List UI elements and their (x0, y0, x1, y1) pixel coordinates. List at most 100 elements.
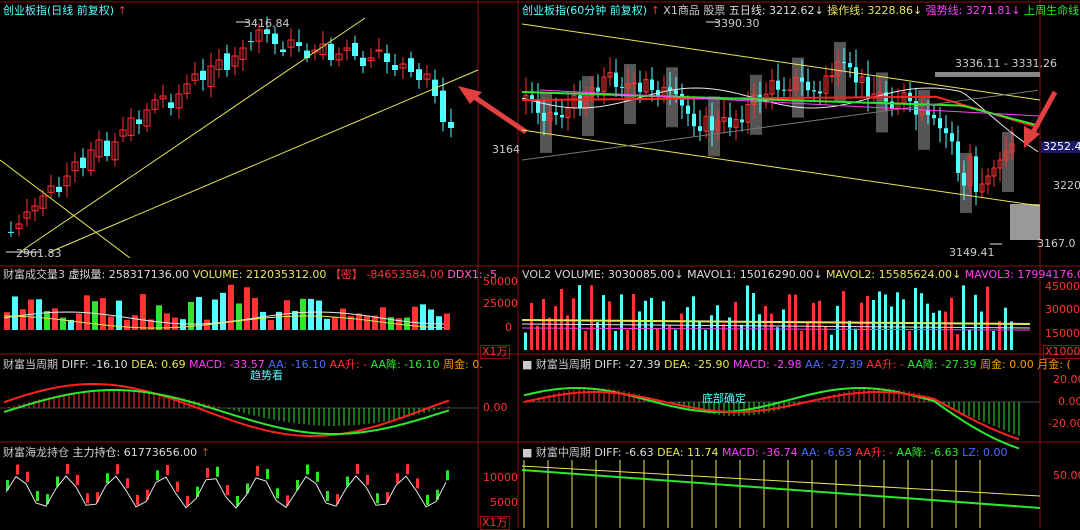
mid-name[interactable]: 财富中周期 (535, 446, 591, 459)
hl-bar (256, 465, 259, 476)
volume-bar (300, 298, 306, 330)
hl-bar (386, 492, 389, 503)
candle-down (692, 113, 696, 127)
candle-down (136, 119, 142, 124)
volume-bar (890, 306, 893, 350)
hl-bar (26, 471, 29, 482)
volume-bar (974, 294, 977, 350)
volume-bar (698, 320, 701, 350)
lvol-axis-50000: 50000 (483, 275, 518, 288)
vol-ddx: DDX1: -5 (447, 268, 498, 281)
hl-bar (236, 495, 239, 506)
volume-bar (316, 300, 322, 330)
candle-up (319, 43, 327, 56)
volume-bar (348, 316, 354, 330)
shadow-bar (1010, 204, 1040, 240)
hl-bar (436, 489, 439, 500)
candle-up (715, 120, 721, 131)
dea-line (523, 391, 1020, 441)
volume-bar (60, 317, 66, 330)
volume-bar (420, 304, 426, 330)
candle-down (304, 50, 310, 58)
candle-up (607, 72, 613, 78)
down-arrow-icon: ↓ (912, 4, 923, 17)
trendline (49, 69, 479, 253)
candle-down (272, 33, 278, 44)
volume-bar (998, 320, 1001, 350)
hl-bar (346, 476, 349, 487)
volume-bar (536, 325, 539, 350)
macd-value: MACD: -33.57 (189, 358, 265, 371)
candle-down (620, 86, 624, 88)
menu-square-icon[interactable]: ■ (522, 446, 533, 459)
left-chart-title[interactable]: 创业板指(日线 前复权) (3, 4, 115, 17)
candle-down (280, 49, 286, 52)
hl-indicator-name[interactable]: 财富海龙持仓 (3, 446, 69, 459)
candle-up (967, 155, 973, 187)
rmacd-name[interactable]: 财富当周期 (535, 358, 591, 371)
mid-dea-line (521, 465, 1041, 497)
volume-bar (444, 313, 450, 330)
volume-bar (196, 297, 202, 330)
candle-down (944, 128, 948, 134)
candle-up (793, 77, 799, 91)
candle-down (542, 112, 546, 121)
lhl-axis-5000: 5000 (490, 496, 518, 509)
volume-bar (140, 294, 146, 330)
volume-bar (818, 300, 821, 350)
mid-lz: LZ: 0.00 (962, 446, 1008, 459)
candle-down (812, 90, 816, 92)
candle-up (823, 75, 829, 94)
candle-down (554, 112, 558, 116)
volume-bar (830, 334, 833, 350)
right-chart-title[interactable]: 创业板指(60分钟 前复权) (522, 4, 648, 17)
volume-bar (1004, 307, 1007, 350)
volume-bar (650, 297, 653, 350)
candle-down (168, 102, 174, 108)
volume-bar (412, 306, 418, 330)
mid-aa-down: AA降: -6.63 (896, 446, 959, 459)
rmacd-note: 底部确定 (702, 392, 746, 405)
candle-up (71, 161, 79, 172)
volume-bar (372, 315, 378, 330)
macd-aa-down: AA降: -16.10 (370, 358, 440, 371)
ma-strong-label: 强势线: 3271.81 (925, 4, 1012, 17)
hl-bar (426, 494, 429, 505)
vol-indicator-name[interactable]: 财富成交量3 (3, 268, 65, 281)
volume-bar (156, 305, 162, 330)
up-arrow-icon: ↑ (650, 4, 660, 17)
hl-bar (86, 493, 89, 504)
hl-bar (36, 491, 39, 502)
hl-bar (446, 470, 449, 481)
candle-up (423, 73, 431, 80)
left-title-row: 创业板指(日线 前复权) ↑ (3, 4, 127, 17)
candle-down (56, 186, 62, 192)
volume-bar (776, 327, 779, 350)
candle-up (111, 141, 119, 161)
up-arrow-icon: ↑ (117, 4, 127, 17)
diff-line (3, 383, 450, 437)
macd-aa: AA: -16.10 (268, 358, 327, 371)
hl-bar (126, 478, 129, 489)
annotation-arrow (468, 91, 528, 135)
volume-bar (116, 300, 122, 330)
candle-up (835, 61, 841, 77)
menu-square-icon[interactable]: ■ (522, 358, 533, 371)
volume-bar (36, 299, 42, 330)
hl-bar (366, 474, 369, 485)
candle-down (962, 172, 966, 186)
lmacd-axis-0: 0.00 (483, 401, 508, 414)
volume-bar (356, 313, 362, 330)
volume-bar (692, 296, 695, 350)
candle-down (854, 67, 858, 83)
volume-bar (44, 311, 50, 330)
vol2-name[interactable]: VOL2 (522, 268, 552, 281)
diff-line (523, 387, 1020, 450)
candle-down (698, 126, 702, 132)
macd-indicator-name[interactable]: 财富当周期 (3, 358, 58, 371)
vol-ma-line (521, 319, 1031, 325)
mid-diff-line (521, 469, 1041, 509)
candle-up (175, 93, 183, 109)
hl-bar (266, 469, 269, 480)
